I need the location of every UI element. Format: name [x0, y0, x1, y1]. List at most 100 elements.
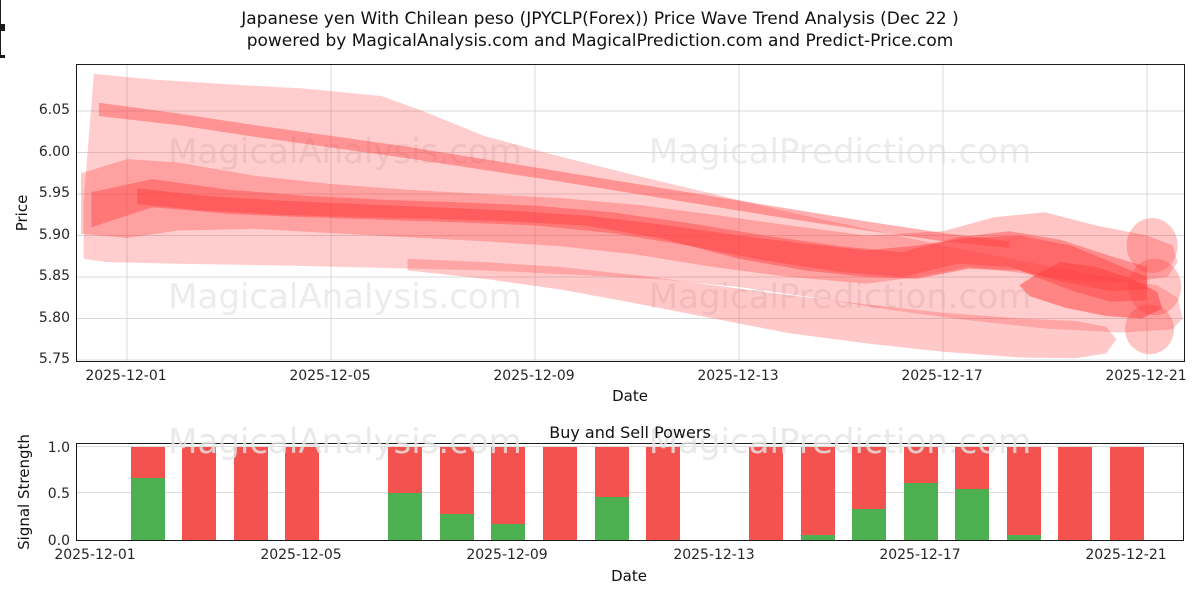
- y-tick-mark: [0, 57, 5, 58]
- x-tick-mark: [0, 0, 1, 4]
- buy-sell-bar: [955, 446, 990, 540]
- sell-segment: [542, 446, 577, 540]
- buy-sell-bar: [285, 446, 320, 540]
- buy-segment: [491, 524, 526, 540]
- y-tick-mark: [0, 56, 5, 57]
- price-wave-plot: [76, 64, 1185, 362]
- buy-segment: [594, 497, 629, 540]
- y-tick-label: 0.0: [47, 533, 70, 549]
- x-tick-label: 2025-12-09: [466, 547, 548, 563]
- wave-band-end-cap: [1128, 258, 1182, 316]
- x-tick-label: 2025-12-17: [901, 368, 983, 384]
- sell-segment: [1058, 446, 1093, 540]
- y-tick-label: 0.5: [47, 486, 70, 502]
- x-tick-label: 2025-12-05: [260, 547, 342, 563]
- buy-sell-bar: [594, 446, 629, 540]
- signal-chart-title: Buy and Sell Powers: [549, 423, 711, 442]
- buy-sell-bar: [388, 446, 423, 540]
- y-tick-mark: [0, 29, 5, 30]
- wave-band: [81, 159, 1178, 284]
- x-tick-label: 2025-12-09: [493, 368, 575, 384]
- sell-segment: [182, 446, 217, 540]
- buy-segment: [800, 535, 835, 540]
- x-tick-label: 2025-12-21: [1105, 368, 1187, 384]
- y-tick-label: 6.00: [38, 143, 70, 160]
- wave-band: [1019, 262, 1163, 319]
- grid-line-horizontal: [77, 492, 1183, 494]
- chart-title-line1: Japanese yen With Chilean peso (JPYCLP(F…: [241, 9, 959, 29]
- x-tick-mark: [0, 8, 1, 12]
- y-tick-label: 1.0: [47, 440, 70, 456]
- y-tick-label: 5.90: [38, 226, 70, 243]
- buy-sell-bar: [439, 446, 474, 540]
- watermark-magicalprediction: MagicalPrediction.com: [648, 277, 1032, 317]
- buy-segment: [903, 483, 938, 540]
- watermark-magicalanalysis: MagicalAnalysis.com: [168, 422, 522, 462]
- buy-segment: [388, 493, 423, 540]
- x-tick-mark: [0, 12, 1, 16]
- y-tick-label: 5.95: [38, 185, 70, 201]
- y-tick-mark: [0, 25, 5, 26]
- x-tick-label: 2025-12-05: [289, 368, 371, 384]
- x-tick-mark: [0, 47, 1, 51]
- buy-sell-bar: [491, 446, 526, 540]
- buy-sell-bar: [1006, 446, 1041, 540]
- y-tick-mark: [0, 28, 5, 29]
- x-tick-label: 2025-12-01: [85, 368, 167, 384]
- signal-plot: [76, 443, 1184, 541]
- buy-sell-bar: [233, 446, 268, 540]
- buy-segment: [852, 509, 887, 540]
- price-xaxis-label: Date: [612, 387, 648, 405]
- wave-band: [137, 188, 1147, 302]
- y-tick-mark: [0, 27, 5, 28]
- x-tick-mark: [0, 35, 1, 39]
- sell-segment: [1110, 446, 1144, 540]
- x-tick-mark: [0, 20, 1, 24]
- buy-sell-bar: [646, 446, 680, 540]
- sell-segment: [749, 446, 784, 540]
- sell-segment: [800, 446, 835, 540]
- buy-segment: [1006, 535, 1041, 540]
- buy-sell-bar: [800, 446, 835, 540]
- x-tick-label: 2025-12-01: [54, 547, 136, 563]
- x-tick-mark: [0, 51, 1, 55]
- x-tick-label: 2025-12-13: [697, 368, 779, 384]
- x-tick-mark: [0, 39, 1, 43]
- x-tick-mark: [0, 31, 1, 35]
- buy-sell-bar: [130, 446, 165, 540]
- signal-xaxis-label: Date: [611, 567, 647, 585]
- buy-sell-bar: [1058, 446, 1093, 540]
- x-tick-mark: [0, 4, 1, 8]
- grid-line-horizontal: [77, 445, 1183, 447]
- wave-band: [407, 258, 1117, 359]
- buy-segment: [955, 488, 990, 540]
- y-tick-mark: [0, 30, 5, 31]
- buy-sell-bar: [542, 446, 577, 540]
- buy-segment: [130, 477, 165, 540]
- sell-segment: [646, 446, 680, 540]
- sell-segment: [285, 446, 320, 540]
- watermark-magicalanalysis: MagicalAnalysis.com: [168, 277, 522, 317]
- price-wave-bands: [77, 65, 1184, 361]
- buy-sell-bar: [903, 446, 938, 540]
- x-tick-mark: [0, 16, 1, 20]
- y-tick-mark: [0, 24, 5, 25]
- buy-sell-bar: [749, 446, 784, 540]
- y-tick-mark: [0, 55, 5, 56]
- buy-sell-bar: [1110, 446, 1144, 540]
- y-tick-label: 6.05: [38, 102, 70, 118]
- buy-sell-bar: [852, 446, 887, 540]
- x-tick-mark: [0, 43, 1, 47]
- chart-title-line2: powered by MagicalAnalysis.com and Magic…: [246, 31, 954, 51]
- wave-band: [83, 73, 1183, 333]
- sell-segment: [1006, 446, 1041, 540]
- watermark-magicalprediction: MagicalPrediction.com: [648, 422, 1032, 462]
- wave-band-end-cap: [1125, 304, 1175, 355]
- y-tick-label: 5.80: [38, 309, 70, 326]
- x-tick-label: 2025-12-21: [1085, 547, 1167, 563]
- wave-band: [91, 179, 1147, 292]
- x-tick-label: 2025-12-13: [673, 547, 755, 563]
- buy-sell-bar: [182, 446, 217, 540]
- y-tick-label: 5.75: [38, 351, 70, 367]
